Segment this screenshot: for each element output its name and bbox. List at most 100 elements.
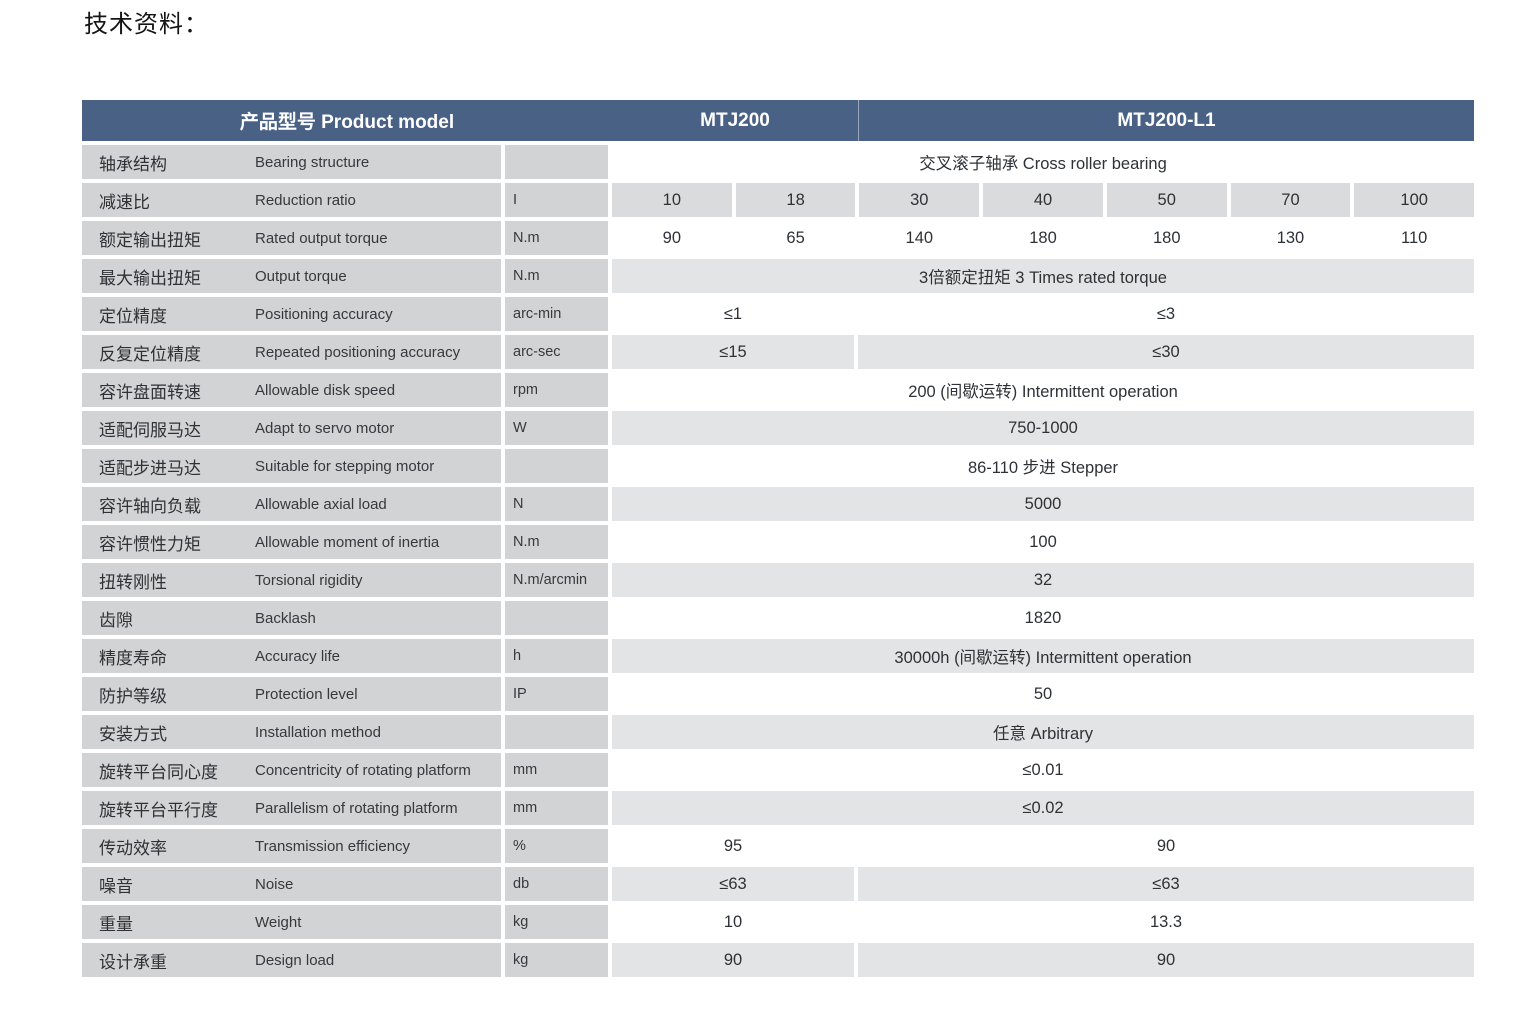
value-cell: 18	[735, 183, 856, 217]
label-en: Reduction ratio	[255, 191, 356, 209]
row-label: 传动效率 Transmission efficiency	[82, 829, 501, 863]
label-cn: 容许盘面转速	[99, 382, 201, 402]
value-cell: 180	[1106, 221, 1227, 255]
unit-cell: kg	[505, 905, 608, 939]
label-en: Torsional rigidity	[255, 571, 363, 589]
value-cell: 130	[1230, 221, 1351, 255]
header-model-mtj200: MTJ200	[700, 109, 770, 131]
label-cn: 减速比	[99, 192, 150, 212]
label-en: Adapt to servo motor	[255, 419, 395, 437]
unit-cell: IP	[505, 677, 608, 711]
value-cell: 50	[612, 677, 1474, 711]
label-en: Repeated positioning accuracy	[255, 343, 461, 361]
label-en: Allowable moment of inertia	[255, 533, 440, 551]
label-en: Parallelism of rotating platform	[255, 799, 458, 817]
row-label: 定位精度 Positioning accuracy	[82, 297, 501, 331]
label-en: Allowable disk speed	[255, 381, 396, 399]
table-row-allowable-axial-load: 容许轴向负载 Allowable axial load N 5000	[82, 487, 1474, 521]
unit-cell: rpm	[505, 373, 608, 407]
value-cell: 110	[1354, 221, 1475, 255]
row-label: 扭转刚性 Torsional rigidity	[82, 563, 501, 597]
value-cell: ≤3	[858, 297, 1474, 331]
value-cell: 95	[612, 829, 854, 863]
row-label: 容许惯性力矩 Allowable moment of inertia	[82, 525, 501, 559]
header-model-mtj200-l1: MTJ200-L1	[858, 100, 1474, 141]
label-en: Transmission efficiency	[255, 837, 411, 855]
row-label: 轴承结构 Bearing structure	[82, 145, 501, 179]
row-label: 防护等级 Protection level	[82, 677, 501, 711]
label-en: Bearing structure	[255, 153, 370, 171]
label-en: Weight	[255, 913, 302, 931]
row-label: 减速比 Reduction ratio	[82, 183, 501, 217]
table-row-weight: 重量 Weight kg 10 13.3	[82, 905, 1474, 939]
row-label: 最大输出扭矩 Output torque	[82, 259, 501, 293]
value-cell: 3倍额定扭矩 3 Times rated torque	[612, 259, 1474, 293]
value-cell: 90	[612, 221, 732, 255]
label-en: Accuracy life	[255, 647, 341, 665]
header-product-model: 产品型号 Product model	[239, 112, 455, 133]
unit-cell: W	[505, 411, 608, 445]
unit-cell: db	[505, 867, 608, 901]
page-title: 技术资料：	[84, 12, 209, 38]
table-row-noise: 噪音 Noise db ≤63 ≤63	[82, 867, 1474, 901]
row-label: 齿隙 Backlash	[82, 601, 501, 635]
label-en: Rated output torque	[255, 229, 388, 247]
label-en: Concentricity of rotating platform	[255, 761, 471, 779]
spec-table: 产品型号 Product model MTJ200 MTJ200-L1 轴承结构…	[82, 100, 1475, 977]
table-row-allowable-disk-speed: 容许盘面转速 Allowable disk speed rpm 200 (间歇运转…	[82, 373, 1474, 407]
value-cell: 10	[612, 905, 854, 939]
unit-cell	[505, 145, 608, 179]
value-cell: ≤30	[858, 335, 1474, 369]
unit-cell: mm	[505, 791, 608, 825]
label-cn: 设计承重	[99, 952, 167, 972]
value-cell: ≤1	[612, 297, 854, 331]
label-cn: 旋转平台平行度	[99, 800, 218, 820]
label-cn: 轴承结构	[99, 154, 167, 174]
label-en: Allowable axial load	[255, 495, 387, 513]
table-row-torsional-rigidity: 扭转刚性 Torsional rigidity N.m/arcmin 32	[82, 563, 1474, 597]
table-row-adapt-servo-motor: 适配伺服马达 Adapt to servo motor W 750-1000	[82, 411, 1474, 445]
value-cell: 交叉滚子轴承 Cross roller bearing	[612, 145, 1474, 179]
value-cell: 90	[858, 829, 1474, 863]
label-en: Noise	[255, 875, 294, 893]
value-cell: ≤0.01	[612, 753, 1474, 787]
value-cell: 750-1000	[612, 411, 1474, 445]
table-header: 产品型号 Product model MTJ200 MTJ200-L1	[82, 100, 1474, 141]
label-en: Installation method	[255, 723, 381, 741]
unit-cell: kg	[505, 943, 608, 977]
label-cn: 适配步进马达	[99, 458, 201, 478]
table-row-transmission-efficiency: 传动效率 Transmission efficiency % 95 90	[82, 829, 1474, 863]
value-cell: 180	[983, 221, 1103, 255]
row-label: 容许轴向负载 Allowable axial load	[82, 487, 501, 521]
label-cn: 容许惯性力矩	[99, 534, 201, 554]
row-label: 精度寿命 Accuracy life	[82, 639, 501, 673]
unit-cell	[505, 449, 608, 483]
table-row-protection-level: 防护等级 Protection level IP 50	[82, 677, 1474, 711]
row-label: 容许盘面转速 Allowable disk speed	[82, 373, 501, 407]
value-cell: 140	[859, 221, 980, 255]
table-row-parallelism: 旋转平台平行度 Parallelism of rotating platform …	[82, 791, 1474, 825]
table-row-design-load: 设计承重 Design load kg 90 90	[82, 943, 1474, 977]
unit-cell	[505, 715, 608, 749]
value-cell: 86-110 步进 Stepper	[612, 449, 1474, 483]
label-cn: 定位精度	[99, 306, 167, 326]
unit-cell: N	[505, 487, 608, 521]
value-cell: 1820	[612, 601, 1474, 635]
table-row-bearing-structure: 轴承结构 Bearing structure 交叉滚子轴承 Cross rolle…	[82, 145, 1474, 179]
label-cn: 重量	[99, 914, 133, 934]
row-label: 安装方式 Installation method	[82, 715, 501, 749]
value-cell: 70	[1230, 183, 1351, 217]
value-cell: 100	[1354, 183, 1475, 217]
row-label: 适配伺服马达 Adapt to servo motor	[82, 411, 501, 445]
value-cell: 30000h (间歇运转) Intermittent operation	[612, 639, 1474, 673]
label-cn: 传动效率	[99, 838, 167, 858]
value-cell: ≤15	[612, 335, 854, 369]
label-cn: 扭转刚性	[99, 572, 167, 592]
label-en: Protection level	[255, 685, 358, 703]
table-row-allowable-moment-of-inertia: 容许惯性力矩 Allowable moment of inertia N.m 10…	[82, 525, 1474, 559]
label-cn: 齿隙	[99, 610, 133, 630]
row-label: 重量 Weight	[82, 905, 501, 939]
value-cell: 5000	[612, 487, 1474, 521]
label-cn: 精度寿命	[99, 648, 167, 668]
value-cell: 65	[735, 221, 856, 255]
